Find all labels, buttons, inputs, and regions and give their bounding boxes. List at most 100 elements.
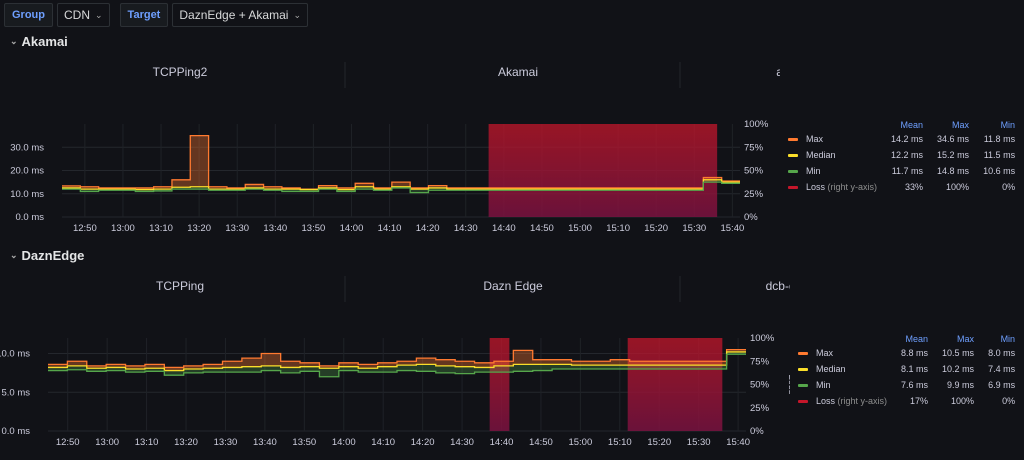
y2-tick-label: 100% [744,119,769,130]
legend-swatch [788,138,798,142]
x-tick-label: 15:40 [726,437,750,448]
legend-series-name: Min [806,166,821,176]
y-tick-label: 30.0 ms [10,142,44,153]
max-band [48,349,746,371]
min-band [48,351,746,377]
y2-tick-label: 0% [750,426,764,437]
smokeping-panel-akamai: TCPPing2 Akamai a1881.dscw16.akamai.net 0.0… [10,62,780,234]
series-line-min [48,353,746,378]
legend-value-max: 15.2 ms [937,150,970,160]
y-tick-label: 0.0 ms [15,212,44,223]
x-tick-label: 13:50 [292,437,316,448]
x-tick-label: 14:20 [411,437,435,448]
panel-title: a1881.dscw16.akamai.net [776,65,780,79]
legend-value-mean: 12.2 ms [891,150,924,160]
legend-series-sub: (right y-axis) [835,396,888,406]
target-variable-select[interactable]: DaznEdge + Akamai ⌄ [172,3,308,27]
row-header-daznedge[interactable]: ⌄ DaznEdge [10,248,84,263]
x-tick-label: 12:50 [73,223,97,234]
legend-header[interactable]: Min [1000,334,1016,344]
legend-series-name: Median [806,150,836,160]
x-tick-label: 15:00 [568,437,592,448]
row-title: Akamai [21,34,68,49]
legend-swatch [788,154,798,158]
x-tick-label: 15:30 [682,223,706,234]
legend-value-min: 8.0 ms [988,348,1016,358]
legend-swatch [798,352,808,356]
x-tick-label: 15:30 [687,437,711,448]
series-line-median [48,351,746,372]
legend-header[interactable]: Mean [905,334,929,344]
x-tick-label: 15:10 [606,223,630,234]
legend-row[interactable]: Min 11.7 ms 14.8 ms 10.6 ms [788,166,1015,182]
group-variable-value: CDN [64,8,90,22]
legend-value-mean: 8.8 ms [901,348,929,358]
legend-row[interactable]: Max 14.2 ms 34.6 ms 11.8 ms [788,134,1015,150]
legend-akamai: Mean Max Min Max 14.2 ms 34.6 ms 11.8 ms Median… [788,120,1015,198]
x-tick-label: 13:30 [225,223,249,234]
legend-series-name: Min [816,380,831,390]
x-tick-label: 13:30 [214,437,238,448]
loss-region [489,338,510,431]
legend-daznedge: Mean Max Min Max 8.8 ms 10.5 ms 8.0 ms Median 8.… [798,334,1015,412]
series-line-max [48,348,746,369]
x-tick-label: 14:10 [378,223,402,234]
legend-header[interactable]: Min [1000,120,1016,130]
row-header-akamai[interactable]: ⌄ Akamai [10,34,68,49]
x-tick-label: 13:00 [111,223,135,234]
legend-row[interactable]: Median 8.1 ms 10.2 ms 7.4 ms [798,364,1015,380]
series-line-min [62,181,740,194]
legend-value-mean: 7.6 ms [901,380,929,390]
group-variable-select[interactable]: CDN ⌄ [57,3,110,27]
variable-toolbar: Group CDN ⌄ Target DaznEdge + Akamai ⌄ [4,3,314,27]
legend-value-min: 7.4 ms [988,364,1016,374]
y2-tick-label: 0% [744,212,758,223]
legend-value-max: 9.9 ms [947,380,975,390]
y2-tick-label: 100% [750,333,775,344]
legend-value-min: 11.5 ms [983,150,1016,160]
x-tick-label: 13:50 [302,223,326,234]
legend-value-max: 100% [951,396,975,406]
x-tick-label: 15:20 [644,223,668,234]
x-tick-label: 14:00 [340,223,364,234]
legend-header[interactable]: Max [952,120,970,130]
legend-header[interactable]: Mean [900,120,924,130]
smokeping-panel-daznedge: TCPPing Dazn Edge dcb-de-livedazn.daznedge… [0,276,790,448]
legend-value-min: 6.9 ms [988,380,1016,390]
legend-series-name: Loss [806,182,826,192]
panel-title: TCPPing2 [153,65,208,79]
legend-value-min: 0% [1002,182,1016,192]
x-tick-label: 14:50 [529,437,553,448]
chevron-down-icon: ⌄ [293,10,301,20]
legend-header[interactable]: Max [957,334,975,344]
legend-series-sub: (right y-axis) [825,182,878,192]
legend-value-min: 11.8 ms [983,134,1016,144]
panel-title: dcb-de-livedazn.daznedge.net [766,279,790,293]
y-tick-label: 10.0 ms [10,189,44,200]
panel-title: Akamai [498,65,538,79]
target-variable-value: DaznEdge + Akamai [179,8,289,22]
legend-row[interactable]: Loss (right y-axis) 17% 100% 0% [798,396,1015,412]
legend-value-max: 14.8 ms [937,166,970,176]
legend-value-max: 34.6 ms [937,134,970,144]
legend-value-mean: 11.7 ms [891,166,924,176]
y-tick-label: 10.0 ms [0,349,30,360]
legend-row[interactable]: Loss (right y-axis) 33% 100% 0% [788,182,1015,198]
chevron-down-icon: ⌄ [10,250,18,260]
chevron-down-icon: ⌄ [95,10,103,20]
panel-title: Dazn Edge [483,279,543,293]
y2-tick-label: 25% [750,403,770,414]
legend-row[interactable]: Min 7.6 ms 9.9 ms 6.9 ms [798,380,1015,396]
legend-row[interactable]: Median 12.2 ms 15.2 ms 11.5 ms [788,150,1015,166]
legend-row[interactable]: Max 8.8 ms 10.5 ms 8.0 ms [798,348,1015,364]
y2-tick-label: 75% [750,356,770,367]
x-tick-label: 15:20 [647,437,671,448]
legend-value-mean: 17% [910,396,929,406]
y2-tick-label: 25% [744,189,764,200]
x-tick-label: 13:20 [174,437,198,448]
x-tick-label: 15:00 [568,223,592,234]
legend-table: Mean Max Min Max 8.8 ms 10.5 ms 8.0 ms Median 8.… [798,334,1015,412]
x-tick-label: 14:20 [416,223,440,234]
x-tick-label: 14:00 [332,437,356,448]
legend-swatch [788,186,798,190]
